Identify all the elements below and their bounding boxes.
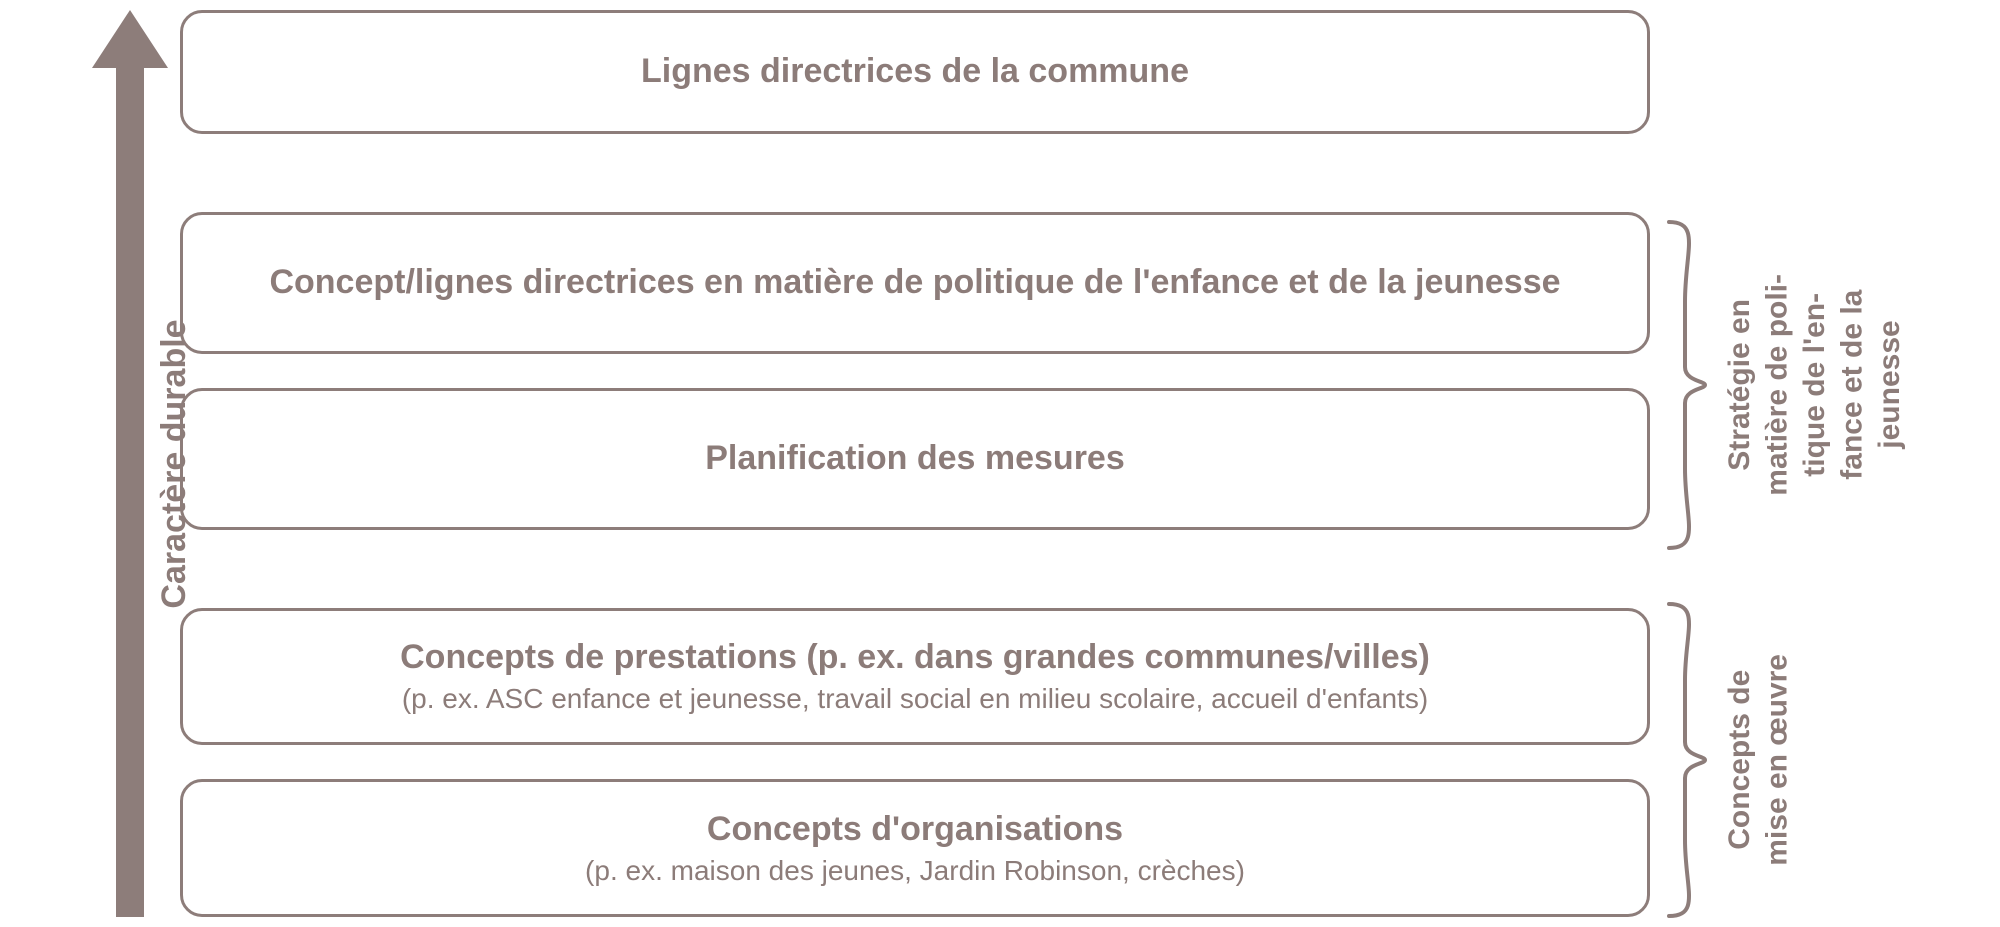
box-title: Concepts d'organisations [707,810,1123,849]
box-prestations: Concepts de prestations (p. ex. dans gra… [180,608,1650,746]
brace-label: Concepts demise en œuvre [1721,654,1796,866]
box-concept-politique: Concept/lignes directrices en matière de… [180,212,1650,354]
box-title: Lignes directrices de la commune [641,52,1189,91]
arrow-up [100,10,160,917]
box-title: Concept/lignes directrices en matière de… [269,263,1560,302]
brace-icon [1665,218,1709,552]
box-subtitle: (p. ex. ASC enfance et jeunesse, travail… [402,683,1428,715]
box-title: Concepts de prestations (p. ex. dans gra… [400,638,1430,677]
box-planification: Planification des mesures [180,388,1650,530]
box-subtitle: (p. ex. maison des jeunes, Jardin Robins… [585,855,1245,887]
box-organisations: Concepts d'organisations (p. ex. maison d… [180,779,1650,917]
diagram-container: Caractère durable Lignes directrices de … [0,0,2000,927]
box-title: Planification des mesures [705,439,1125,478]
brace-strategie: Stratégie enmatière de poli-tique de l'e… [1665,218,1909,552]
arrow-shaft [116,65,144,917]
boxes-column: Lignes directrices de la commune Concept/… [180,10,1650,917]
arrow-head-icon [92,10,168,68]
box-lignes-directrices: Lignes directrices de la commune [180,10,1650,134]
brace-icon [1665,600,1709,920]
brace-label: Stratégie enmatière de poli-tique de l'e… [1721,274,1909,496]
brace-concepts: Concepts demise en œuvre [1665,600,1796,920]
